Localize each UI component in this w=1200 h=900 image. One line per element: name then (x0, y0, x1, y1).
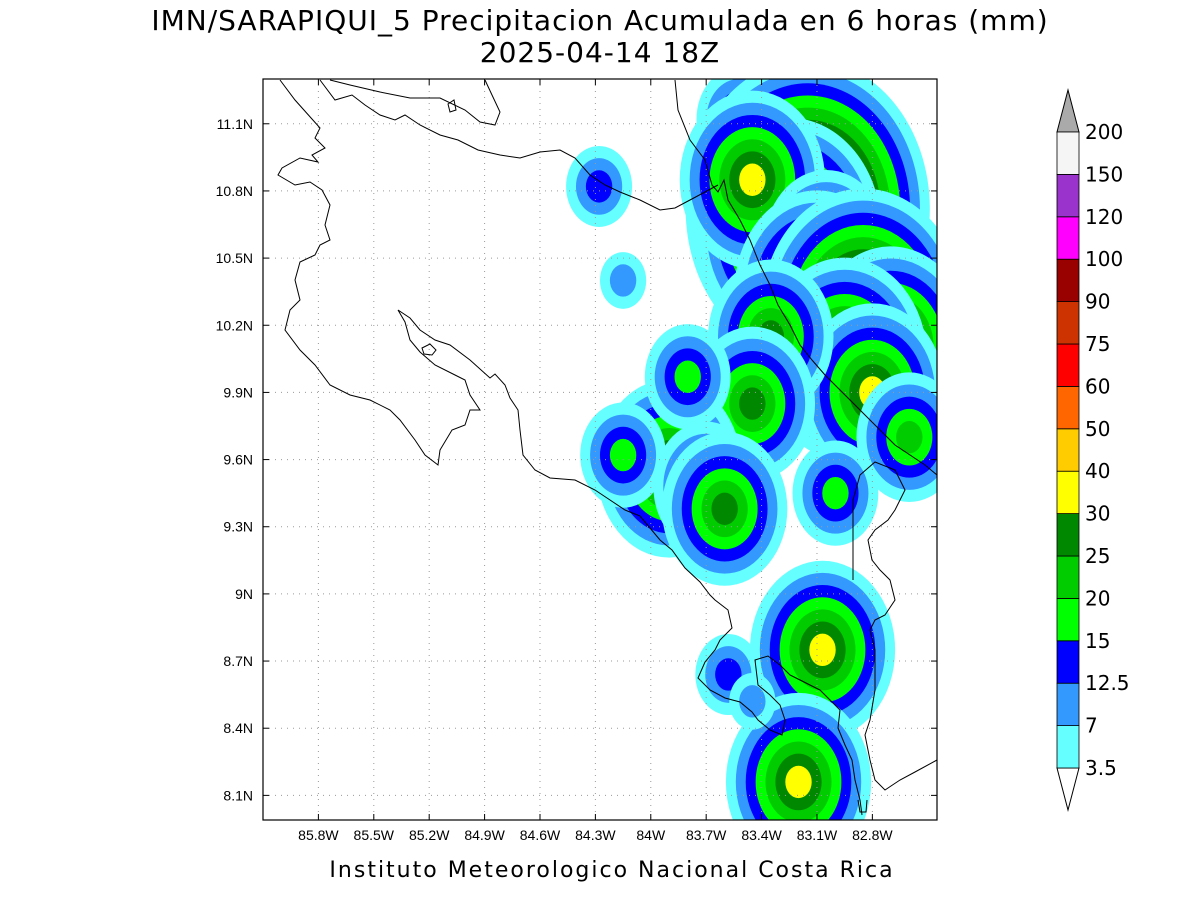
lon-tick-label: 84W (636, 827, 666, 843)
colorbar-swatch (1056, 513, 1080, 557)
colorbar-level-label: 3.5 (1085, 756, 1117, 780)
colorbar-level-label: 12.5 (1085, 671, 1130, 695)
precip-cell (599, 252, 647, 309)
lon-tick-label: 83.7W (686, 827, 727, 843)
colorbar-swatch (1056, 216, 1080, 260)
precip-cell (644, 324, 731, 430)
lat-tick-label: 8.7N (223, 653, 253, 669)
coastlines (277, 79, 937, 816)
colorbar-swatch (1056, 555, 1080, 599)
precip-cell (580, 402, 666, 508)
colorbar: 3.5 7 12.5 15 20 25 30 40 50 60 75 90 100 120 150 200 (1056, 88, 1130, 812)
colorbar-level-label: 20 (1085, 586, 1110, 610)
colorbar-level-label: 60 (1085, 374, 1110, 398)
latitude-axis: 11.1N 10.8N 10.5N 10.2N 9.9N 9.6N 9.3N 9N 8.7N 8.… (216, 116, 937, 803)
lake-nicaragua-shore (319, 79, 719, 211)
precip-contour (739, 387, 766, 420)
precip-contour (715, 658, 742, 691)
lat-tick-label: 9.6N (223, 452, 253, 468)
precip-contour (585, 170, 613, 203)
map-frame (262, 78, 938, 821)
lat-tick-label: 10.2N (216, 317, 253, 333)
lat-tick-label: 11.1N (217, 116, 253, 132)
lon-tick-label: 84.3W (575, 827, 616, 843)
colorbar-level-label: 100 (1085, 247, 1123, 271)
colorbar-level-label: 75 (1085, 332, 1110, 356)
lat-tick-label: 10.8N (216, 183, 253, 199)
precip-cell (729, 673, 776, 730)
lat-tick-label: 8.1N (223, 787, 253, 803)
colorbar-swatch (1056, 385, 1080, 430)
precip-contour (609, 264, 637, 297)
lake-north-shore (329, 79, 501, 126)
precip-contour (739, 163, 766, 196)
punta-burica (857, 799, 868, 813)
precipitation-field (566, 79, 937, 820)
colorbar-level-label: 15 (1085, 629, 1110, 653)
colorbar-swatch (1056, 428, 1080, 472)
lake-island (447, 99, 457, 113)
precip-contour (739, 685, 766, 718)
precip-cell (749, 560, 896, 739)
lon-tick-label: 83.1W (797, 827, 838, 843)
colorbar-level-label: 40 (1085, 459, 1110, 483)
lon-tick-label: 82.8W (852, 827, 893, 843)
title-line2: 2025-04-14 18Z (480, 36, 720, 69)
colorbar-swatch (1056, 725, 1080, 769)
precip-contour (809, 633, 836, 667)
precip-cell (792, 440, 879, 546)
colorbar-level-label: 30 (1085, 502, 1110, 526)
colorbar-level-label: 7 (1085, 714, 1098, 738)
colorbar-level-label: 50 (1085, 417, 1110, 441)
precip-contour (609, 438, 637, 472)
lon-tick-label: 85.2W (409, 827, 450, 843)
precip-cell (725, 692, 872, 820)
precip-cell (661, 431, 788, 586)
longitude-axis: 85.8W 85.5W 85.2W 84.9W 84.6W 84.3W 84W 83.7W 83… (298, 79, 893, 843)
colorbar-swatch (1056, 258, 1080, 303)
colorbar-swatch (1056, 640, 1080, 684)
precip-contour (822, 476, 849, 510)
colorbar-swatch (1056, 598, 1080, 642)
precip-contour (785, 765, 812, 799)
pacific-coastline (277, 79, 863, 816)
title-line1: IMN/SARAPIQUI_5 Precipitacion Acumulada … (151, 4, 1048, 37)
caribbean-coastline (674, 79, 937, 476)
colorbar-over-arrow (1056, 88, 1080, 133)
lon-tick-label: 85.5W (354, 827, 395, 843)
graticule (263, 79, 937, 820)
lon-tick-label: 83.4W (741, 827, 782, 843)
lon-tick-label: 84.9W (464, 827, 505, 843)
lat-tick-label: 9.3N (223, 519, 253, 535)
colorbar-level-label: 150 (1085, 162, 1123, 186)
lat-tick-label: 8.4N (223, 720, 253, 736)
precip-cell (566, 145, 633, 227)
lon-tick-label: 85.8W (298, 827, 339, 843)
colorbar-swatch (1056, 131, 1080, 175)
colorbar-level-label: 90 (1085, 290, 1110, 314)
precip-contour (711, 492, 738, 526)
footer-credit: Instituto Meteorologico Nacional Costa R… (329, 858, 894, 883)
border-panama (852, 461, 937, 791)
lon-tick-label: 84.6W (520, 827, 561, 843)
lat-tick-label: 9N (235, 586, 253, 602)
colorbar-swatch (1056, 301, 1080, 345)
lat-tick-label: 9.9N (223, 384, 253, 400)
lat-tick-label: 10.5N (216, 250, 253, 266)
gulf-island (421, 343, 437, 356)
colorbar-swatch (1056, 682, 1080, 727)
precip-contour (896, 420, 923, 454)
colorbar-under-arrow (1056, 767, 1080, 812)
colorbar-level-label: 200 (1085, 120, 1123, 144)
colorbar-swatch (1056, 470, 1080, 515)
precip-contour (674, 360, 701, 393)
colorbar-swatch (1056, 173, 1080, 218)
colorbar-level-label: 25 (1085, 544, 1110, 568)
precip-cell (856, 372, 937, 502)
colorbar-level-label: 120 (1085, 205, 1123, 229)
colorbar-swatch (1056, 343, 1080, 387)
